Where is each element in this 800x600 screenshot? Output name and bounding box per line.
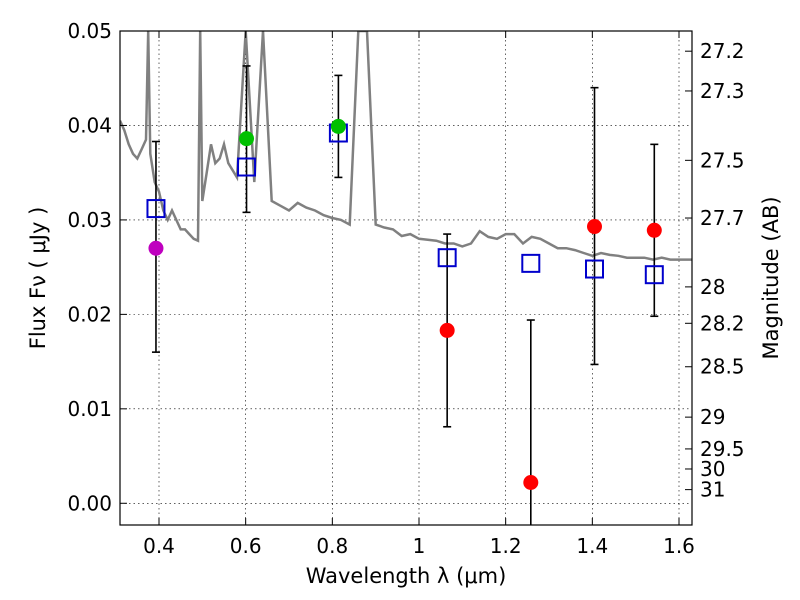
x-tick-label: 1.6 bbox=[663, 534, 695, 558]
model-photometry-square bbox=[521, 253, 541, 273]
magnitude-tick-label: 28.2 bbox=[700, 311, 745, 335]
plot-frame bbox=[119, 30, 693, 526]
grid-layer bbox=[120, 30, 692, 525]
model-photometry-square bbox=[237, 157, 257, 177]
x-tick-label: 1.2 bbox=[490, 534, 522, 558]
model-photometry-layer bbox=[146, 123, 664, 285]
x-tick-label: 0.4 bbox=[143, 534, 175, 558]
observed-point bbox=[646, 222, 662, 238]
x-tick-label: 1 bbox=[413, 534, 426, 558]
y-tick-label: 0.00 bbox=[67, 491, 112, 515]
x-tick-label: 0.8 bbox=[316, 534, 348, 558]
model-photometry-square bbox=[146, 199, 166, 219]
y-tick-label: 0.02 bbox=[67, 302, 112, 326]
magnitude-tick-label: 28.5 bbox=[700, 355, 745, 379]
magnitude-axis-label: Magnitude (AB) bbox=[759, 196, 783, 359]
x-axis-label: Wavelength λ (μm) bbox=[306, 564, 507, 588]
y-tick-label: 0.04 bbox=[67, 113, 112, 137]
y-tick-label: 0.01 bbox=[67, 397, 112, 421]
observed-photometry-layer bbox=[148, 118, 662, 490]
x-tick-label: 0.6 bbox=[230, 534, 262, 558]
observed-point bbox=[330, 118, 346, 134]
model-photometry-square bbox=[437, 248, 457, 268]
observed-point bbox=[523, 474, 539, 490]
magnitude-tick-label: 30 bbox=[700, 457, 725, 481]
x-axis-ticks: 0.4 0.6 0.8 1 1.2 1.4 1.6 bbox=[143, 31, 695, 558]
magnitude-tick-label: 27.7 bbox=[700, 206, 745, 230]
observed-point bbox=[239, 131, 255, 147]
magnitude-tick-label: 27.3 bbox=[700, 79, 745, 103]
magnitude-tick-label: 29.5 bbox=[700, 437, 745, 461]
y-tick-label: 0.03 bbox=[67, 208, 112, 232]
observed-point bbox=[439, 322, 455, 338]
magnitude-tick-label: 29 bbox=[700, 405, 725, 429]
observed-point bbox=[587, 219, 602, 235]
model-photometry-square bbox=[644, 265, 664, 285]
x-tick-label: 1.4 bbox=[576, 534, 608, 558]
magnitude-tick-label: 31 bbox=[700, 478, 725, 502]
y-tick-label: 0.05 bbox=[67, 19, 112, 43]
observed-point bbox=[148, 240, 164, 256]
model-photometry-square bbox=[585, 259, 604, 279]
y-axis-label: Flux Fν ( μJy ) bbox=[26, 207, 50, 350]
spectrum-layer bbox=[120, 31, 692, 261]
model-spectrum-line bbox=[120, 31, 692, 261]
y-axis-ticks: 0.00 0.01 0.02 0.03 0.04 0.05 bbox=[67, 19, 127, 515]
magnitude-tick-label: 27.5 bbox=[700, 148, 745, 172]
magnitude-tick-label: 28 bbox=[700, 275, 725, 299]
magnitude-tick-label: 27.2 bbox=[700, 39, 745, 63]
